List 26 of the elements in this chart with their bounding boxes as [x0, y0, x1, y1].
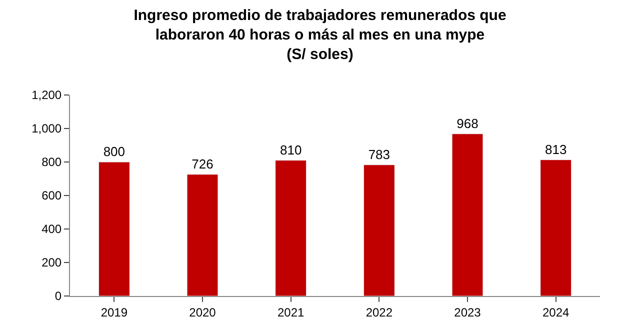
x-tick-label: 2022: [366, 305, 393, 320]
data-label: 800: [103, 144, 126, 159]
bar: [186, 174, 218, 296]
y-tick-label: 200: [42, 256, 62, 270]
y-tick-label: 1,000: [32, 122, 62, 136]
y-tick-label: 1,200: [32, 88, 62, 102]
data-label: 726: [192, 156, 214, 172]
data-label: 813: [544, 142, 567, 157]
bar: [275, 160, 307, 296]
data-label: 783: [368, 146, 390, 162]
y-tick-label: 800: [42, 155, 62, 170]
bar: [540, 160, 572, 296]
x-tick-label: 2024: [542, 305, 570, 320]
bar: [363, 164, 395, 296]
y-tick-label: 400: [42, 222, 62, 236]
bar: [98, 162, 130, 296]
x-tick-label: 2020: [189, 305, 216, 320]
x-tick-label: 2019: [100, 305, 128, 320]
data-label: 968: [456, 116, 478, 131]
y-tick-label: 600: [42, 188, 62, 203]
bar: [452, 134, 484, 296]
y-tick-label: 0: [54, 289, 62, 304]
chart-title: Ingreso promedio de trabajadores remunerados que laboraron 40 horas o más al mes en una mype (S/ soles): [134, 6, 506, 63]
x-tick-label: 2021: [277, 305, 304, 320]
data-label: 810: [280, 142, 302, 158]
x-tick-label: 2023: [454, 305, 482, 320]
